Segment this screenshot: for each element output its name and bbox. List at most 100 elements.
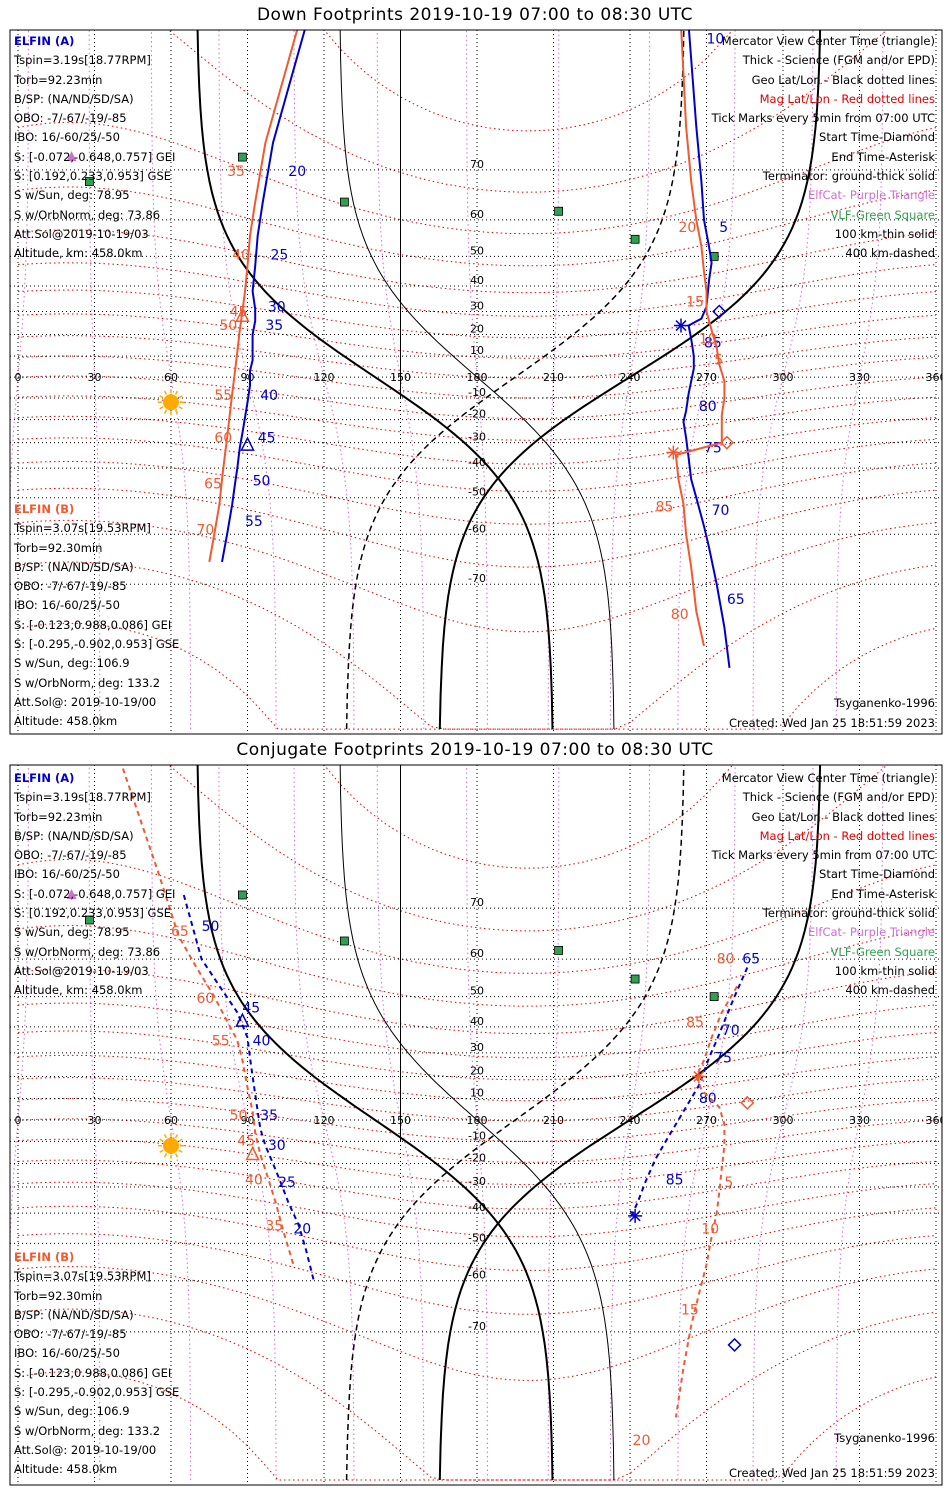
legend-conjugate: Mercator View Center Time (triangle) Thi… (712, 769, 935, 1001)
track-tick-label: 55 (214, 388, 232, 404)
lat-tick-label: 60 (470, 947, 484, 960)
track-tick-label: 10 (699, 331, 717, 347)
info-line: Tspin=3.19s[18.77RPM] (14, 53, 151, 68)
lat-tick-label: 30 (470, 299, 484, 312)
mag-lon-line (752, 765, 814, 1481)
mag-lon-line (150, 30, 192, 730)
track-tick-label: 80 (671, 607, 689, 623)
track-tick-label: 50 (219, 318, 237, 334)
vlf-station-square (554, 945, 563, 955)
mag-lat-line (17, 437, 937, 492)
track-tick-label: 50 (202, 919, 220, 935)
terminator-100km (339, 765, 615, 1481)
lon-tick-label: 360 (926, 371, 947, 384)
info-line: Tspin=3.19s[18.77RPM] (14, 790, 151, 805)
lon-tick-label: 120 (314, 1114, 335, 1127)
track-tick-label: 25 (278, 1175, 296, 1191)
end-time-asterisk (693, 1070, 705, 1082)
info-line: Att.Sol@: 2019-10-19/00 (14, 694, 157, 709)
track-tick-label: 20 (678, 220, 696, 236)
footprint-track (674, 30, 726, 647)
mag-lat-line (165, 30, 888, 193)
panel-title-down: Down Footprints 2019-10-19 07:00 to 08:3… (256, 5, 694, 25)
info-line: S w/Sun, deg: 78.95 (14, 188, 130, 203)
track-tick-label: 55 (212, 1033, 230, 1049)
track-tick-label: 40 (253, 1033, 271, 1049)
lon-tick-label: 360 (926, 1114, 947, 1127)
lat-tick-label: 50 (470, 244, 484, 257)
info-line: Torb=92.30min (14, 1288, 103, 1303)
lon-tick-label: 180 (467, 1114, 488, 1127)
info-line: Att.Sol@2019-10-19/03 (14, 963, 149, 978)
info-line: S: [-0.072,-0.648,0.757] GEI (14, 886, 176, 901)
footprint-track (674, 985, 738, 1418)
track-tick-label: 40 (260, 388, 278, 404)
sun-ray (163, 1134, 168, 1139)
legend-400km: 400 km-dashed (845, 983, 935, 998)
model-label-down: Tsyganenko-1996 (834, 696, 935, 710)
elfin-a-info-down: ELFIN (A) Tspin=3.19s[18.77RPM] Torb=92.… (14, 32, 175, 264)
track-tick-label: 5 (714, 353, 723, 369)
track-tick-label: 65 (204, 476, 222, 492)
info-line: S w/OrbNorm, deg: 133.2 (14, 1423, 161, 1438)
track-tick-label: 5 (724, 1175, 733, 1191)
lon-tick-label: 150 (390, 371, 411, 384)
info-line: S w/OrbNorm, deg: 73.86 (14, 944, 161, 959)
elfin-a-label: ELFIN (A) (14, 34, 75, 48)
start-time-diamond (712, 304, 727, 319)
lat-tick-label: -10 (468, 386, 486, 399)
legend-terminator: Terminator: ground-thick solid (762, 169, 935, 184)
info-line: S: [-0.123,0.988,0.086] GEI (14, 1365, 172, 1380)
lat-tick-label: -60 (468, 522, 486, 535)
lon-tick-label: 0 (15, 371, 22, 384)
lat-tick-label: -50 (468, 486, 486, 499)
mag-lon-line (547, 765, 560, 1481)
legend-vlf: VLF-Green Square (830, 944, 935, 959)
sun-ray (174, 409, 179, 414)
map-contents: 0 30 60 90 120 150 180 210 240 270 300 330 360 70 60 50… (10, 30, 947, 734)
mag-lat-line (17, 355, 937, 399)
track-tick-label: 20 (633, 1433, 651, 1449)
legend-elfcat: ElfCat- Purple Triangle (807, 188, 935, 203)
vlf-station-square (630, 974, 640, 984)
elfin-b-label: ELFIN (B) (14, 1250, 75, 1264)
track-tick-label: 25 (270, 248, 288, 264)
vlf-station-square (237, 890, 247, 900)
legend-thick: Thick - Science (FGM and/or EPD) (742, 53, 935, 68)
track-tick-label: 65 (742, 951, 760, 967)
footprint-track (221, 30, 306, 563)
legend-ticks: Tick Marks every 5min from 07:00 UTC (711, 848, 935, 863)
lat-tick-label: 10 (470, 344, 484, 357)
mag-lon-line (835, 30, 884, 730)
info-line: S: [-0.072,-0.648,0.757] GEI (14, 149, 176, 164)
info-line: Tspin=3.07s[19.53RPM] (14, 1269, 151, 1284)
info-line: S w/Sun, deg: 106.9 (14, 656, 130, 671)
model-label-conjugate: Tsyganenko-1996 (834, 1431, 935, 1445)
lat-tick-label: -30 (468, 431, 486, 444)
mag-lat-line (17, 335, 937, 379)
track-tick-label: 35 (260, 1108, 278, 1124)
lat-tick-label: -70 (468, 1320, 486, 1333)
track-tick-label: 85 (686, 1015, 704, 1031)
lon-tick-label: 90 (241, 1114, 255, 1127)
track-tick-label: 80 (699, 1091, 717, 1107)
track-tick-label: 30 (268, 1138, 286, 1154)
lat-tick-label: 70 (470, 158, 484, 171)
info-line: B/SP: (NA/ND/SD/SA) (14, 91, 134, 106)
legend-thick: Thick - Science (FGM and/or EPD) (742, 790, 935, 805)
track-tick-label: 70 (197, 522, 215, 538)
lon-tick-label: 240 (620, 1114, 641, 1127)
info-line: B/SP: (NA/ND/SD/SA) (14, 559, 134, 574)
track-tick-label: 40 (232, 248, 250, 264)
track-tick-label: 45 (237, 1134, 255, 1150)
sun-ray (174, 390, 179, 395)
track-tick-label: 45 (230, 304, 248, 320)
mag-lon-line (376, 30, 425, 730)
legend-geo: Geo Lat/Lon - Black dotted lines (751, 809, 935, 824)
map-frame (9, 29, 943, 735)
lat-tick-label: -20 (468, 1151, 486, 1164)
footprint-track (182, 894, 315, 1281)
lat-tick-label: 70 (470, 896, 484, 909)
info-line: IBO: 16/-60/25/-50 (14, 867, 120, 882)
